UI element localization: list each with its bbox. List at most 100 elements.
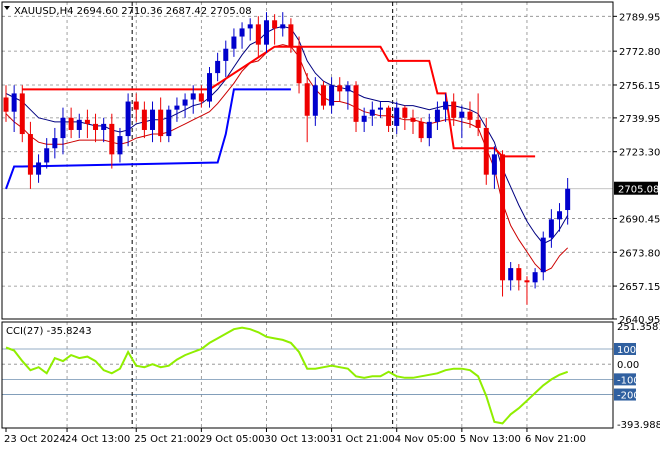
cci-tick-label: -393.9884: [617, 420, 660, 431]
cci-tick-label: 0.00: [617, 360, 639, 371]
chart-title: XAUUSD,H4 2694.60 2710.36 2687.42 2705.0…: [14, 6, 252, 17]
time-axis: 23 Oct 2024 24 Oct 13:00 25 Oct 21:00 29 Oc…: [4, 428, 586, 445]
candle-up: [532, 272, 538, 283]
candle-up: [60, 117, 66, 139]
candle-up: [540, 237, 546, 273]
candle-up: [377, 107, 383, 110]
time-tick-label: 31 Oct 21:00: [330, 434, 395, 445]
candle-down: [68, 117, 74, 130]
cci-tick-label: -100: [617, 375, 640, 386]
candle-down: [402, 107, 408, 118]
cci-tick-label: 251.3581: [617, 322, 660, 333]
candle-up: [52, 138, 58, 149]
cci-name: CCI(27): [6, 326, 44, 337]
cci-series: [5, 326, 569, 425]
candle-up: [548, 219, 554, 238]
price-tick-label: 2657.15: [619, 282, 660, 293]
candle-down: [516, 268, 522, 281]
candle-down: [296, 46, 302, 84]
candle-down: [19, 93, 25, 135]
candle-down: [418, 121, 424, 139]
candle-up: [239, 28, 245, 37]
candle-up: [247, 24, 253, 29]
candle-down: [483, 127, 489, 175]
timeframe: H4: [60, 6, 74, 17]
cci-level-badge: [614, 373, 636, 386]
last-low: 2687.42: [166, 6, 207, 17]
candle-up: [36, 162, 42, 175]
cci-label: CCI(27) -35.8243: [6, 326, 92, 337]
candle-down: [255, 24, 261, 45]
price-tick-label: 2723.30: [619, 148, 660, 159]
candle-up: [491, 154, 497, 175]
price-tick-label: 2690.45: [619, 214, 660, 225]
candle-up: [150, 109, 156, 130]
last-close: 2705.08: [210, 6, 251, 17]
time-tick-label: 5 Nov 13:00: [460, 434, 521, 445]
price-tick-label: 2673.80: [619, 248, 660, 259]
cci-tick-label: 100: [617, 345, 636, 356]
title-marker-icon: [4, 6, 10, 10]
cci-value: -35.8243: [47, 326, 92, 337]
candle-down: [386, 107, 392, 126]
candle-up: [557, 211, 563, 220]
price-tick-label: 2772.80: [619, 47, 660, 58]
cci-levels: [2, 348, 613, 395]
current-price-box: [614, 181, 658, 195]
candle-up: [125, 101, 131, 137]
price-tick-label: 2640.95: [619, 315, 660, 326]
candle-up: [508, 268, 514, 281]
dashed-separator-lines: [131, 2, 394, 319]
cci-level-badge: [614, 388, 636, 401]
time-tick-label: 29 Oct 05:00: [199, 434, 264, 445]
symbol: XAUUSD: [14, 6, 57, 17]
candle-up: [231, 36, 237, 49]
candle-up: [459, 111, 465, 118]
time-tick-label: 6 Nov 21:00: [525, 434, 586, 445]
candle-up: [361, 115, 367, 122]
candle-down: [475, 119, 481, 128]
candle-down: [320, 85, 326, 106]
moving-average-line: [5, 25, 569, 245]
candle-up: [44, 148, 50, 163]
candle-up: [434, 109, 440, 122]
time-tick-label: 24 Oct 13:00: [65, 434, 130, 445]
resistance-step-line: [22, 45, 536, 158]
current-price-label: 2705.08: [618, 185, 659, 196]
cci-axis: 251.3581 100 0.00 -100 -200 -393.9884: [614, 322, 660, 431]
candle-up: [174, 105, 180, 110]
indicator-overlays: [5, 25, 569, 273]
candle-down: [272, 20, 278, 29]
candle-up: [11, 93, 17, 112]
time-tick-label: 30 Oct 13:00: [264, 434, 329, 445]
candle-up: [166, 109, 172, 137]
candle-down: [451, 101, 457, 118]
candle-up: [565, 188, 571, 211]
price-axis: 2789.95 2772.80 2756.15 2739.95 2723.30 2690.…: [613, 12, 660, 326]
cci-level-badge: [614, 342, 636, 355]
candle-down: [158, 109, 164, 137]
candle-down: [304, 83, 310, 116]
support-step-line: [5, 88, 291, 190]
candle-up: [117, 136, 123, 155]
candle-up: [369, 109, 375, 116]
cci-line: [5, 326, 569, 425]
candle-down: [141, 109, 147, 130]
candle-down: [93, 123, 99, 130]
time-tick-label: 23 Oct 2024: [4, 434, 66, 445]
candle-up: [345, 85, 351, 92]
candle-up: [207, 73, 212, 102]
candle-up: [443, 101, 449, 110]
candle-down: [410, 117, 416, 122]
candle-down: [467, 111, 473, 120]
candle-down: [84, 119, 90, 124]
last-high: 2710.36: [121, 6, 162, 17]
candle-up: [215, 60, 221, 74]
time-tick-label: 25 Oct 21:00: [134, 434, 199, 445]
candle-up: [329, 85, 335, 106]
candle-down: [198, 93, 204, 102]
candle-up: [263, 20, 269, 45]
cci-panel-frame: [1, 321, 614, 429]
